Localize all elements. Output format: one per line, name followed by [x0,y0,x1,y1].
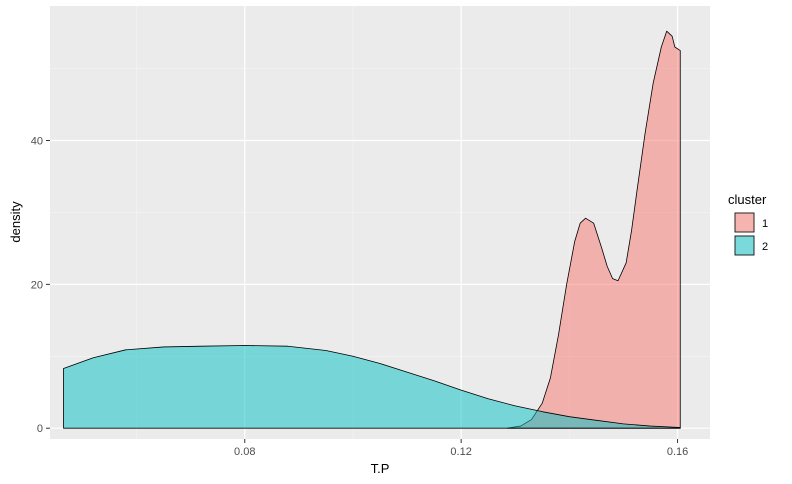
legend-swatch-cluster-2 [734,235,755,256]
y-tick-label: 0 [37,423,43,435]
x-tick-label: 0.12 [450,446,471,458]
legend-label-cluster-1: 1 [762,218,768,230]
legend-label-cluster-2: 2 [762,241,768,253]
legend: cluster 1 2 [728,192,768,256]
axes: 0.08 0.12 0.16 0 20 40 [31,136,689,458]
density-area-cluster-1 [506,30,681,429]
density-area-cluster-2 [63,345,681,429]
x-tick-label: 0.08 [234,446,255,458]
x-tick-label: 0.16 [667,446,688,458]
y-tick-label: 40 [31,136,43,148]
x-axis-title: T.P [371,461,390,476]
legend-swatch-cluster-1 [734,212,755,233]
density-areas [63,30,681,429]
y-axis-title: density [8,201,23,243]
legend-title: cluster [728,192,767,207]
y-tick-label: 20 [31,279,43,291]
